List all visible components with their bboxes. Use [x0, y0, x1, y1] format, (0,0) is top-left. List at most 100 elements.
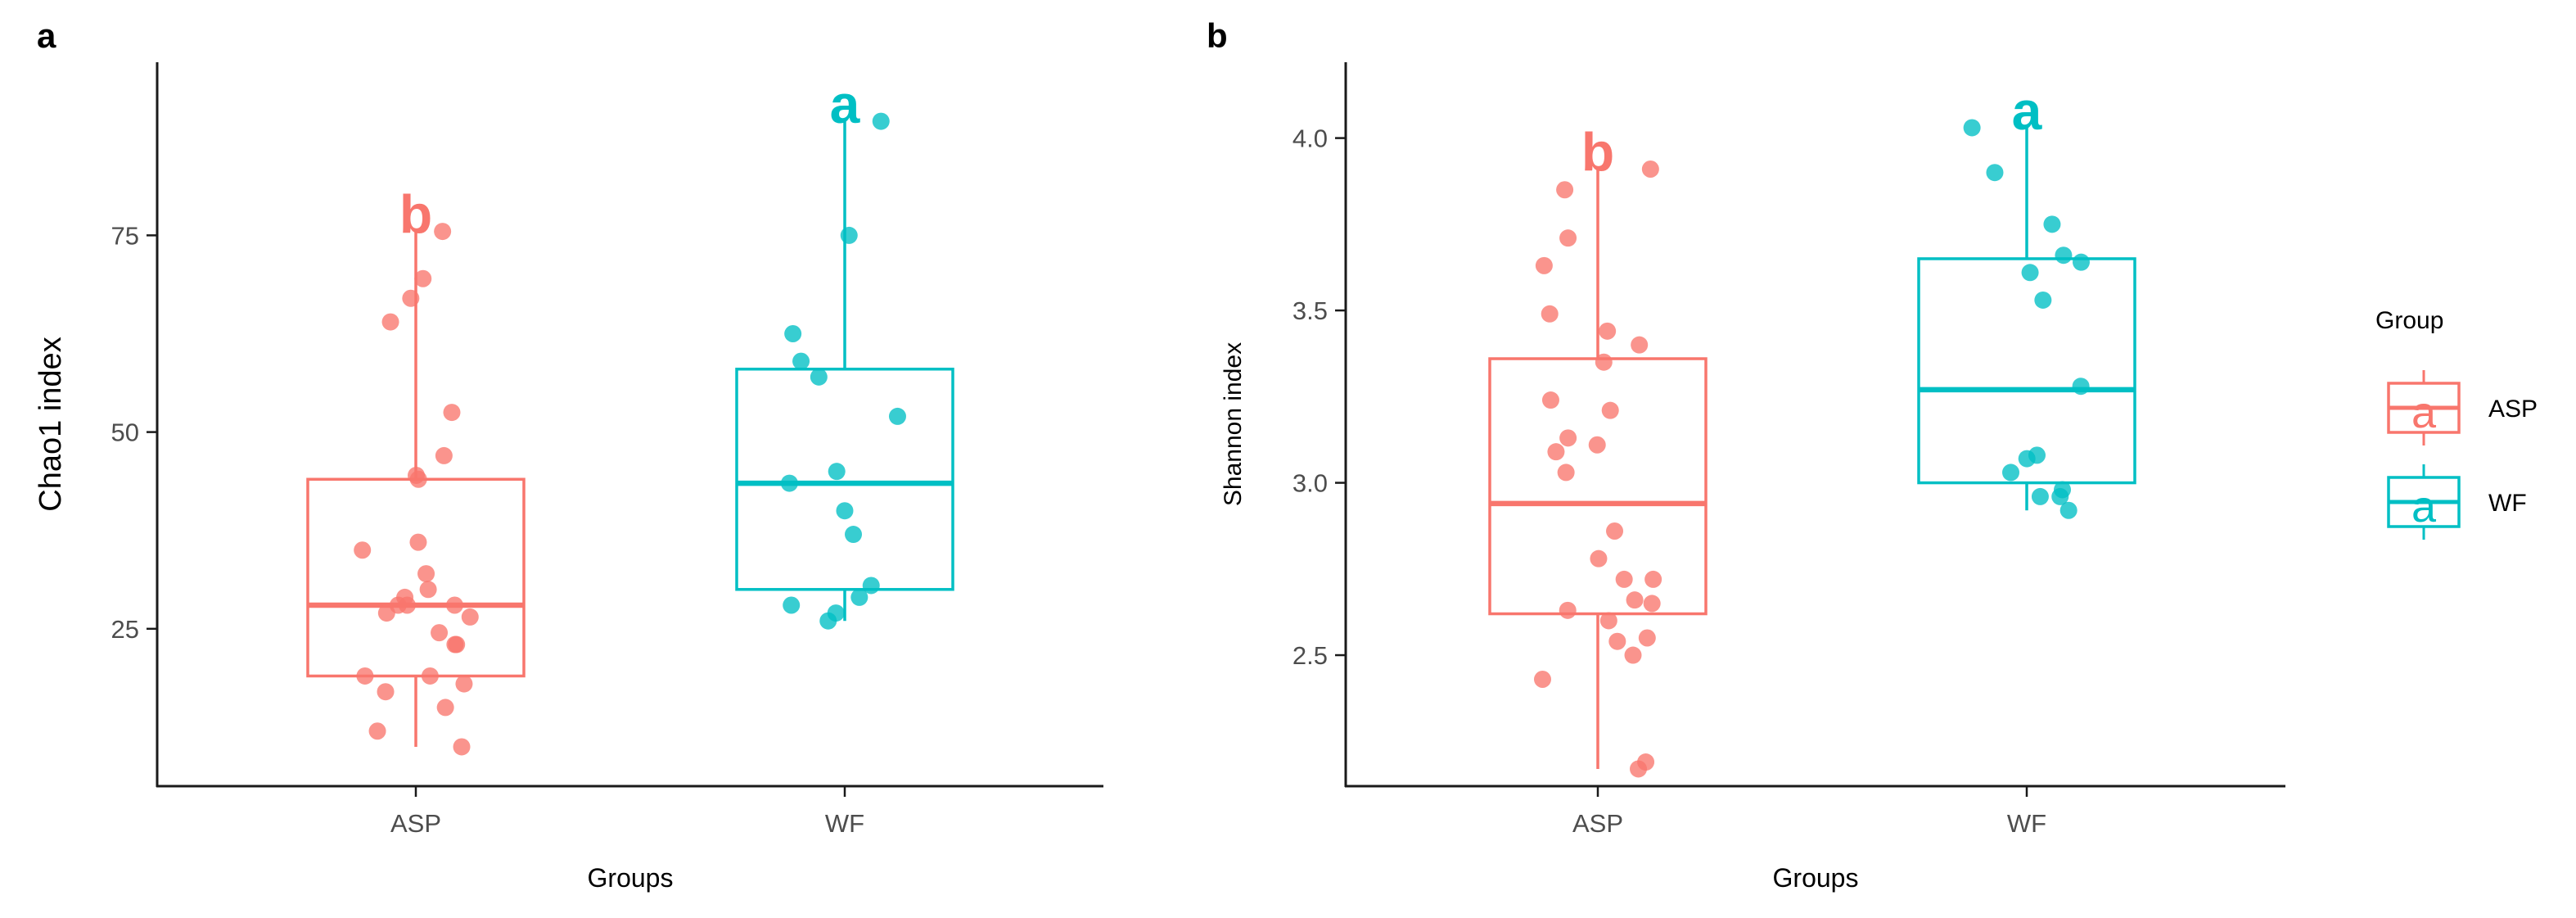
data-point [888, 407, 906, 425]
data-point [1606, 522, 1624, 540]
data-point [2059, 501, 2077, 519]
data-point [1599, 612, 1617, 630]
x-axis-title: Groups [588, 863, 674, 893]
data-point [2018, 450, 2036, 468]
box-wf: a [1917, 80, 2136, 519]
y-axis-title: Chao1 index [34, 337, 68, 511]
data-point [377, 604, 395, 622]
significance-letter: b [399, 184, 432, 245]
data-point [1643, 595, 1661, 613]
box-asp: b [306, 184, 526, 756]
data-point [368, 722, 386, 740]
x-tick-label: ASP [1572, 809, 1623, 838]
significance-letter: b [1581, 121, 1614, 182]
legend-key-wf: a [2387, 464, 2461, 540]
data-point [398, 596, 416, 614]
data-point [445, 596, 463, 614]
y-tick-label: 3.5 [1293, 296, 1328, 325]
data-point [455, 675, 473, 693]
legend: Group a ASP a WF [2375, 307, 2538, 540]
data-point [784, 325, 802, 342]
box-iqr [735, 367, 954, 591]
significance-letter: a [2012, 80, 2043, 141]
x-tick-label: WF [2007, 809, 2046, 838]
data-point [2072, 253, 2090, 271]
y-tick-label: 25 [111, 615, 139, 644]
data-point [409, 533, 427, 551]
data-point [461, 608, 479, 626]
legend-label: ASP [2488, 396, 2538, 423]
data-point [850, 588, 868, 606]
data-point [1630, 760, 1648, 778]
data-point [434, 223, 452, 241]
panel-label: a [37, 16, 56, 55]
data-point [845, 526, 863, 544]
data-point [783, 596, 801, 614]
data-point [1986, 164, 2004, 182]
data-point [1641, 160, 1659, 178]
panel-a-chao1: a 25 50 75 ASP WF Groups Chao1 index b a [34, 16, 1103, 893]
x-axis-title: Groups [1773, 863, 1859, 893]
data-point [1963, 119, 1981, 137]
y-tick-label: 4.0 [1293, 124, 1328, 153]
data-point [819, 612, 837, 630]
data-point [377, 683, 395, 701]
data-point [1624, 646, 1642, 664]
legend-title: Group [2375, 307, 2443, 334]
data-point [1590, 549, 1608, 568]
data-point [828, 463, 846, 481]
data-point [1559, 601, 1577, 619]
box-asp: b [1488, 121, 1708, 778]
data-point [1615, 570, 1633, 588]
data-point [1588, 436, 1606, 454]
y-tick-label: 50 [111, 418, 139, 447]
panel-b-shannon: b 2.5 3.0 3.5 4.0 ASP WF Groups Shannon index b a [1207, 16, 2285, 893]
legend-letter: a [2411, 388, 2437, 437]
data-point [381, 313, 399, 331]
data-point [409, 470, 427, 488]
data-point [1595, 353, 1613, 371]
data-point [1533, 671, 1551, 689]
x-tick-label: WF [825, 809, 864, 838]
data-point [1559, 429, 1577, 447]
data-point [356, 667, 374, 685]
y-tick-label: 2.5 [1293, 641, 1328, 670]
data-point [1601, 401, 1619, 419]
data-point [1638, 629, 1656, 647]
data-point [1626, 591, 1644, 609]
data-point [417, 565, 435, 583]
data-point [2002, 464, 2020, 482]
data-point [453, 738, 471, 756]
data-point [2055, 246, 2073, 265]
data-point [836, 502, 854, 520]
data-point [1631, 336, 1649, 354]
data-point [1599, 322, 1617, 340]
x-tick-label: ASP [390, 809, 441, 838]
data-point [1541, 305, 1559, 323]
data-point [435, 446, 453, 464]
data-point [1535, 256, 1553, 274]
legend-letter: a [2411, 482, 2437, 531]
legend-key-asp: a [2387, 370, 2461, 445]
data-point [2072, 378, 2090, 396]
data-point [1547, 443, 1565, 461]
data-point [872, 112, 890, 130]
data-point [1556, 181, 1574, 199]
data-point [1559, 229, 1577, 247]
data-point [2031, 487, 2049, 505]
data-point [792, 352, 810, 370]
data-point [443, 404, 461, 422]
box-wf: a [735, 74, 954, 630]
panel-label: b [1207, 16, 1228, 55]
data-point [810, 368, 828, 386]
box-iqr [306, 477, 526, 678]
data-point [354, 541, 372, 559]
data-point [1644, 570, 1662, 588]
data-point [780, 474, 798, 492]
data-point [1541, 391, 1559, 409]
data-point [421, 667, 439, 685]
y-tick-label: 75 [111, 221, 139, 250]
data-point [419, 581, 437, 599]
data-point [2043, 215, 2061, 233]
